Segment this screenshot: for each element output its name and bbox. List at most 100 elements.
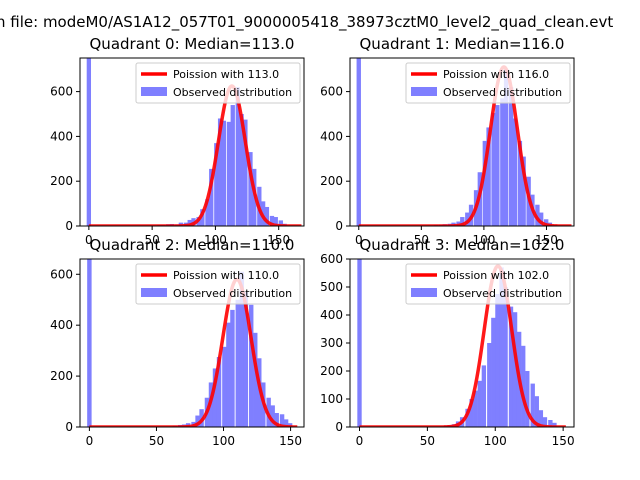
hist-bar	[508, 87, 514, 226]
x-tick-label: 150	[267, 233, 290, 247]
hist-bar	[200, 209, 205, 226]
x-tick-label: 100	[204, 233, 227, 247]
legend-box	[405, 62, 571, 104]
hist-bar	[535, 204, 540, 226]
hist-bar	[495, 105, 500, 226]
hist-bar	[214, 143, 219, 226]
y-tick-label: 0	[335, 420, 343, 434]
hist-bar	[482, 140, 488, 226]
y-tick-label: 200	[50, 174, 73, 188]
poisson-fit-line	[357, 65, 573, 226]
hist-bar	[226, 322, 231, 427]
legend-fit-label: Poission with 116.0	[443, 68, 549, 81]
hist-bar	[521, 345, 526, 427]
y-tick-label: 300	[320, 336, 343, 350]
hist-bar	[235, 87, 240, 226]
x-tick-label: 50	[149, 434, 164, 448]
hist-bar	[477, 380, 482, 427]
legend-hist-label: Observed distribution	[173, 86, 292, 99]
x-tick-label: 100	[484, 434, 507, 448]
y-tick-label: 600	[320, 85, 343, 99]
hist-bar	[542, 417, 548, 427]
hist-bar	[86, 58, 92, 226]
y-tick-label: 0	[335, 219, 343, 233]
hist-bar	[235, 299, 241, 427]
hist-bar	[552, 422, 557, 427]
hist-bar	[517, 140, 523, 226]
hist-bar	[243, 292, 249, 427]
hist-bar	[491, 112, 496, 226]
hist-bar	[543, 219, 549, 226]
legend-hist-swatch	[141, 87, 167, 96]
hist-bar	[216, 357, 222, 427]
hist-bar	[283, 419, 289, 427]
hist-bar	[209, 168, 214, 226]
legend-hist-swatch	[141, 288, 167, 297]
y-tick-label: 600	[320, 252, 343, 266]
x-tick-label: 50	[420, 434, 435, 448]
hist-bar	[512, 312, 518, 427]
hist-bar	[212, 368, 218, 427]
poisson-fit-line	[358, 264, 567, 427]
hist-bar	[87, 259, 92, 427]
x-tick-label: 0	[355, 233, 363, 247]
hist-bar	[243, 119, 248, 226]
poisson-fit-line	[87, 84, 303, 226]
y-tick-label: 0	[65, 420, 73, 434]
subplot-quadrant-2: Quadrant 2: Median=110.00 50 100 1500200400…	[50, 236, 305, 448]
subplot-quadrant-3: Quadrant 3: Median=102.00 50 100 1500100200…	[320, 236, 574, 448]
hist-bar	[538, 410, 544, 427]
y-tick-label: 100	[320, 392, 343, 406]
legend: Poission with 102.0 Observed distribution	[405, 263, 571, 305]
poisson-fit-line	[88, 277, 299, 427]
x-tick-label: 0	[85, 233, 93, 247]
hist-bar	[239, 114, 244, 226]
legend-fit-label: Poission with 102.0	[443, 269, 549, 282]
y-tick-label: 600	[50, 85, 73, 99]
legend: Poission with 116.0 Observed distribution	[405, 62, 571, 104]
hist-bar	[279, 414, 285, 427]
subplot-quadrant-1: Quadrant 1: Median=116.0 0 50 100 150 0 200 400…	[320, 35, 575, 247]
hist-bar	[465, 212, 470, 226]
hist-bar	[503, 287, 508, 427]
legend-box	[135, 62, 301, 104]
axes-frame	[349, 57, 575, 227]
x-tick-label: 100	[472, 233, 495, 247]
y-tick-label: 200	[50, 369, 73, 383]
subplot-title: Quadrant 0: Median=113.0	[90, 35, 295, 53]
subplot-title: Quadrant 1: Median=116.0	[360, 35, 565, 53]
hist-bar	[495, 294, 500, 427]
hist-bar	[525, 371, 530, 427]
hist-bar	[356, 58, 361, 226]
legend: Poission with 110.0 Observed distribution	[135, 263, 301, 305]
hist-bar	[249, 304, 254, 427]
plot-area	[357, 259, 567, 427]
hist-bar	[503, 69, 509, 226]
x-tick-label: 0	[86, 434, 94, 448]
figure-suptitle: n file: modeM0/AS1A12_057T01_9000005418_…	[0, 13, 613, 32]
hist-bar	[491, 317, 496, 427]
hist-bar	[512, 118, 518, 226]
plot-area	[87, 259, 299, 427]
y-tick-label: 0	[65, 219, 73, 233]
y-tick-label: 200	[320, 174, 343, 188]
hist-bar	[195, 415, 200, 427]
legend-hist-label: Observed distribution	[443, 86, 562, 99]
x-tick-label: 150	[279, 434, 302, 448]
hist-bar	[217, 118, 223, 226]
x-tick-label: 100	[212, 434, 235, 448]
hist-bar	[287, 423, 293, 427]
hist-bar	[264, 206, 270, 226]
y-tick-label: 400	[50, 318, 73, 332]
subplot-quadrant-0: Quadrant 0: Median=113.0 0 50 100 150 0 200 400…	[50, 35, 305, 247]
hist-bar	[222, 346, 227, 427]
hist-bar	[274, 413, 279, 427]
hist-bar	[187, 219, 192, 226]
hist-bar	[548, 420, 553, 427]
hist-bar	[473, 390, 478, 427]
hist-bar	[357, 259, 362, 427]
y-tick-label: 400	[320, 308, 343, 322]
hist-bar	[486, 127, 491, 226]
hist-bar	[270, 405, 275, 427]
hist-bar	[253, 332, 258, 427]
